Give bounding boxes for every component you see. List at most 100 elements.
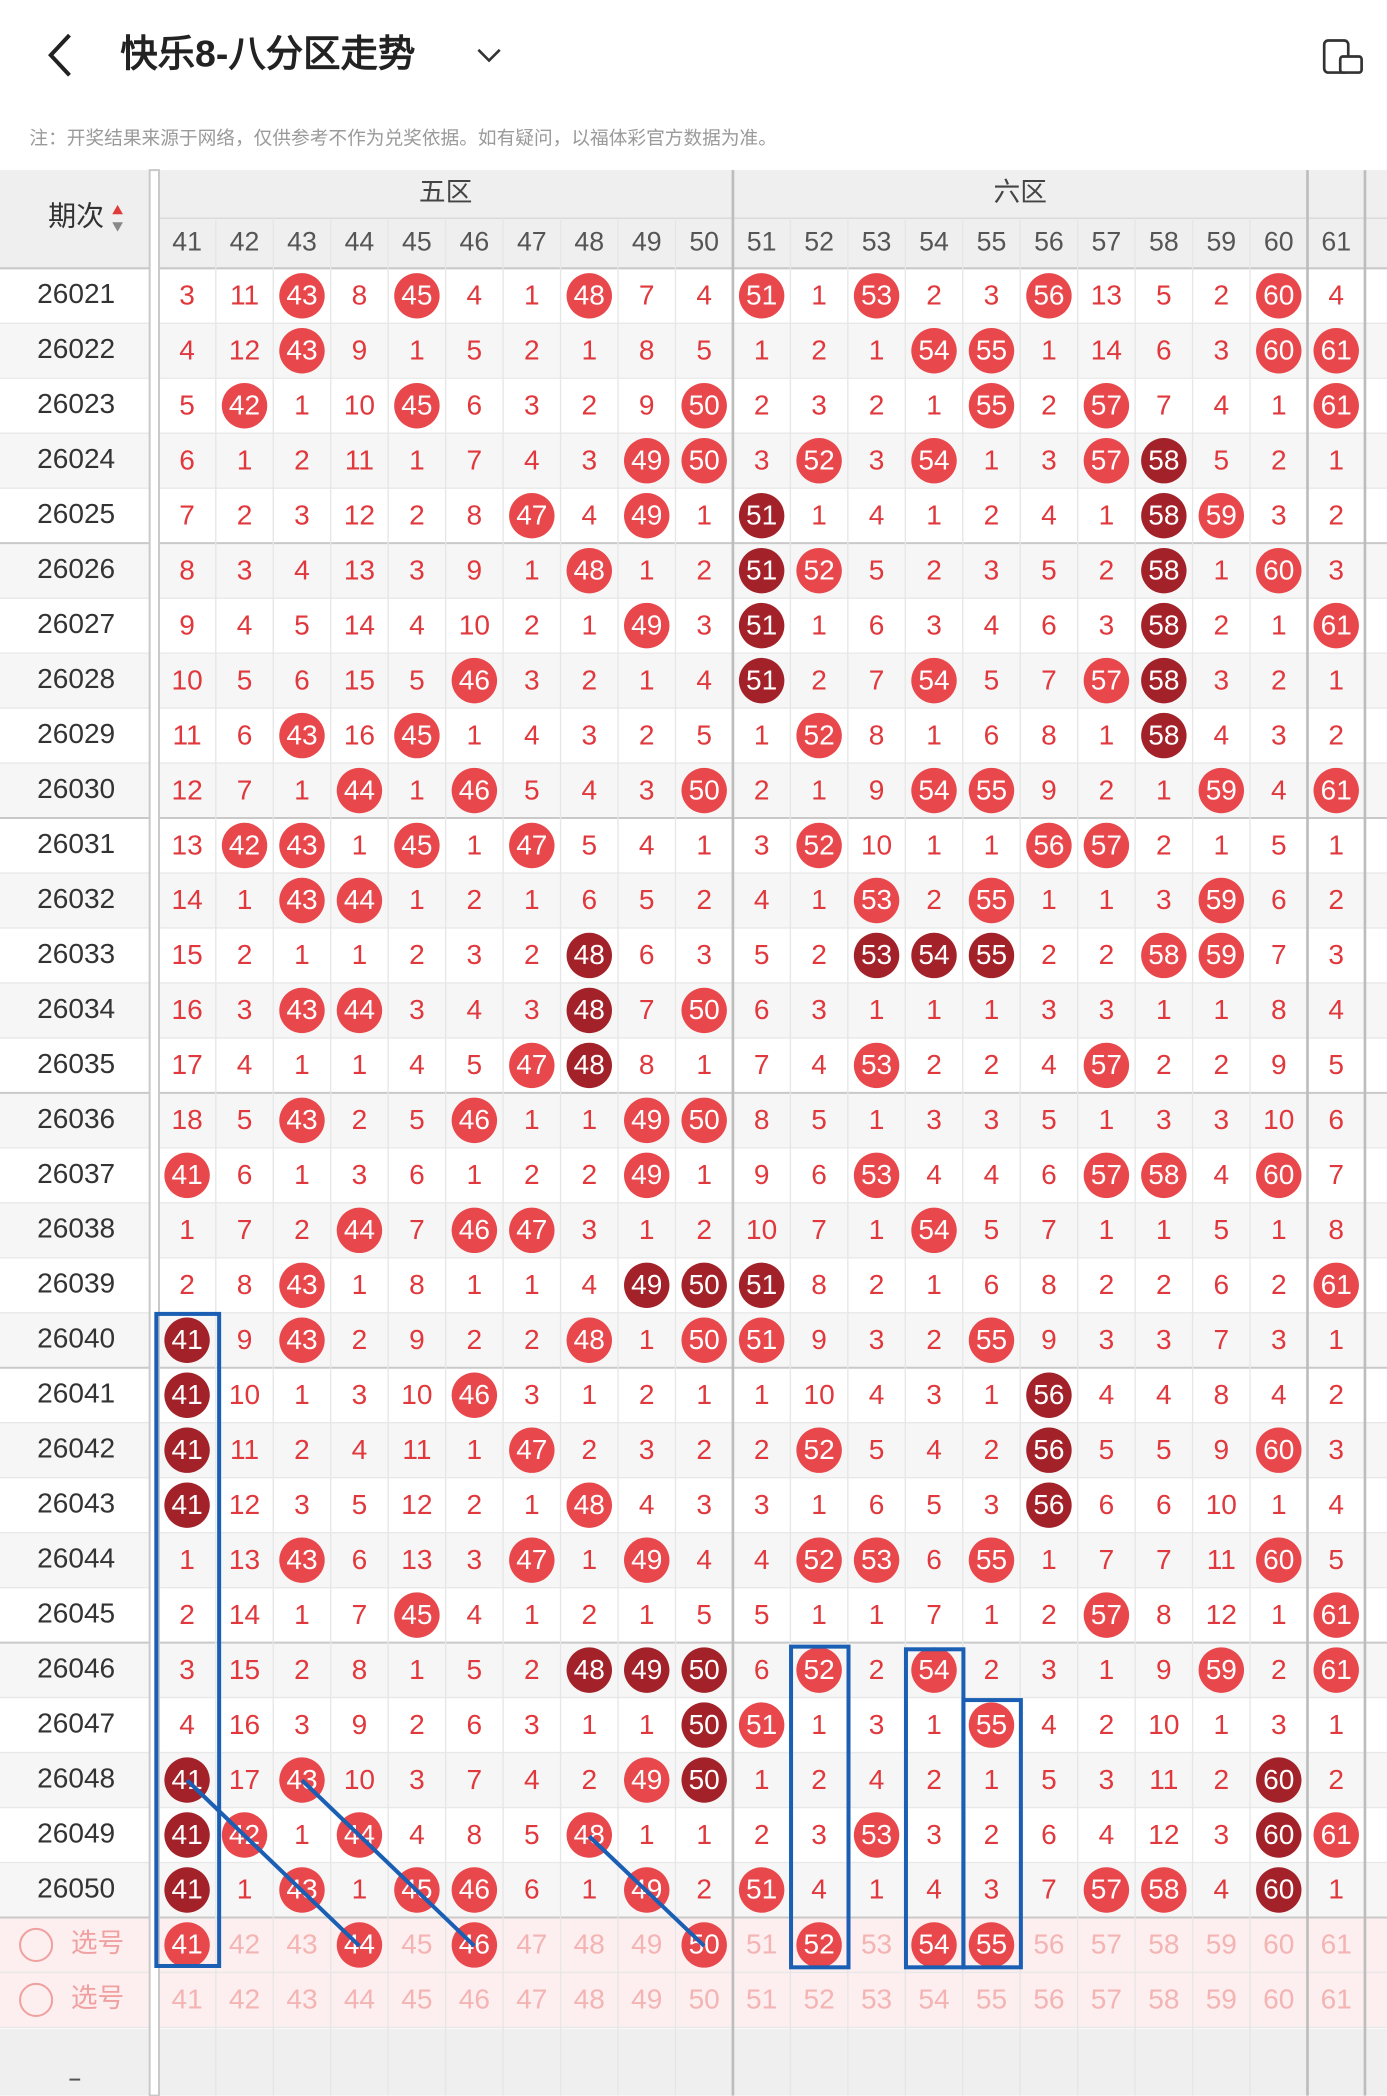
omission-count: 3 [1271,499,1287,530]
hit-number: 50 [689,1269,720,1300]
select-number[interactable]: 44 [344,1984,375,2015]
select-radio[interactable] [19,1927,54,1963]
select-number[interactable]: 57 [1091,1929,1122,1960]
omission-count: 2 [926,280,942,311]
select-number[interactable]: 61 [1321,1984,1352,2015]
ball-hit [911,328,957,374]
omission-count: 2 [926,554,942,585]
omission-count: 5 [352,1489,368,1520]
omission-count: 1 [926,1709,942,1740]
ball-hit [566,273,612,319]
select-number[interactable]: 47 [516,1984,547,2015]
omission-count: 1 [639,1709,655,1740]
select-number[interactable]: 46 [459,1984,490,2015]
select-number[interactable]: 59 [1206,1929,1237,1960]
select-number[interactable]: 41 [171,1929,202,1960]
column-number: 57 [1092,227,1122,257]
hit-number: 48 [574,1654,605,1685]
select-number[interactable]: 60 [1263,1984,1294,2015]
omission-count: 2 [581,1434,597,1465]
select-number[interactable]: 54 [918,1984,949,2015]
select-radio[interactable] [19,1982,54,2017]
select-number[interactable]: 58 [1148,1929,1179,1960]
ball-hit [451,1372,498,1418]
omission-count: 8 [639,335,655,366]
rotate-button[interactable] [1322,39,1363,74]
select-number[interactable]: 61 [1321,1929,1352,1960]
column-number: 56 [1034,227,1064,257]
select-number[interactable]: 58 [1148,1984,1179,2015]
omission-count: 4 [524,719,540,750]
select-number[interactable]: 42 [229,1929,260,1960]
omission-count: 4 [811,1049,827,1080]
omission-count: 8 [1271,994,1287,1025]
hit-number: 47 [516,1049,547,1080]
select-number[interactable]: 48 [574,1929,605,1960]
hit-number: 43 [286,884,317,915]
back-button[interactable] [48,33,71,77]
disclaimer-note: 注：开奖结果来源于网络，仅供参考不作为兑奖依据。如有疑问，以福体彩官方数据为准。 [29,127,777,148]
select-number[interactable]: 53 [861,1984,892,2015]
select-number[interactable]: 47 [516,1929,547,1960]
omission-count: 3 [1271,1709,1287,1740]
picked-ball[interactable] [796,1922,842,1968]
ball-consecutive [853,932,900,979]
omission-count: 1 [696,1049,712,1080]
hit-number: 50 [689,389,720,420]
omission-count: 8 [639,1049,655,1080]
select-number[interactable]: 52 [804,1984,835,2015]
select-number[interactable]: 49 [631,1984,662,2015]
select-number[interactable]: 43 [286,1984,317,2015]
select-number[interactable]: 55 [976,1929,1007,1960]
issue-number: 26034 [37,993,115,1024]
omission-count: 3 [179,1654,195,1685]
omission-count: 2 [352,1104,368,1135]
hit-number: 56 [1033,829,1064,860]
ball-hit [1083,1867,1130,1913]
ball-hit [1083,1592,1130,1638]
select-number[interactable]: 45 [401,1929,432,1960]
omission-count: 1 [926,389,942,420]
ball-hit [1083,822,1130,869]
select-number[interactable]: 54 [918,1929,949,1960]
select-number[interactable]: 57 [1091,1984,1122,2015]
hit-number: 53 [861,939,892,970]
omission-count: 4 [524,1764,540,1795]
select-number[interactable]: 56 [1033,1929,1064,1960]
omission-count: 3 [696,939,712,970]
select-number[interactable]: 48 [574,1984,605,2015]
omission-count: 1 [754,335,770,366]
hit-number: 54 [918,664,949,695]
hit-number: 54 [918,1654,949,1685]
select-number[interactable]: 55 [976,1984,1007,2015]
select-number[interactable]: 53 [861,1929,892,1960]
select-number[interactable]: 59 [1206,1984,1237,2015]
hit-number: 41 [171,1434,202,1465]
ball-hit [1313,383,1359,429]
select-number[interactable]: 52 [804,1929,835,1960]
omission-count: 15 [171,939,202,970]
omission-count: 2 [984,1049,1000,1080]
select-number[interactable]: 51 [746,1984,777,2015]
select-number[interactable]: 41 [171,1984,202,2015]
select-number[interactable]: 56 [1033,1984,1064,2015]
picked-ball[interactable] [968,1922,1015,1968]
select-number[interactable]: 49 [631,1929,662,1960]
picked-ball[interactable] [164,1922,210,1968]
omission-count: 3 [639,1434,655,1465]
hit-number: 57 [1091,1599,1122,1630]
omission-count: 4 [696,664,712,695]
hit-number: 55 [976,1324,1007,1355]
omission-count: 1 [409,884,425,915]
select-number[interactable]: 43 [286,1929,317,1960]
select-number[interactable]: 50 [689,1984,720,2015]
hit-number: 53 [861,884,892,915]
select-number[interactable]: 42 [229,1984,260,2015]
hit-number: 52 [804,829,835,860]
select-number[interactable]: 60 [1263,1929,1294,1960]
picked-ball[interactable] [911,1922,957,1968]
ball-hit [738,1317,785,1363]
select-number[interactable]: 51 [746,1929,777,1960]
select-number[interactable]: 45 [401,1984,432,2015]
title-dropdown[interactable] [477,48,501,63]
